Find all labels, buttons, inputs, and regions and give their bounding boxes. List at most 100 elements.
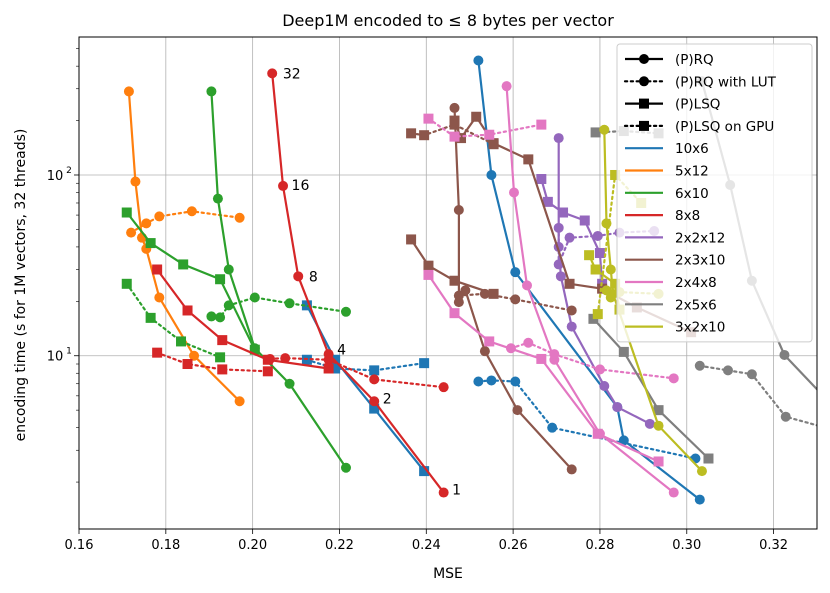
data-point: [340, 462, 351, 473]
series-line: [125, 282, 222, 359]
series-line: [271, 73, 445, 494]
data-point: [522, 280, 533, 291]
x-axis-label: MSE: [433, 566, 463, 582]
series-line: [505, 86, 675, 494]
series-6x10-circle-solid: [206, 86, 351, 473]
legend-entry: 2x3x10: [625, 253, 725, 269]
data-point: [141, 218, 152, 229]
data-point: [599, 124, 610, 135]
data-point: [501, 81, 512, 92]
plot-frame: [78, 36, 818, 530]
series-2x3x10-square-dotted: [406, 119, 499, 150]
data-point: [579, 215, 590, 226]
data-point: [644, 418, 655, 429]
series-line: [457, 292, 573, 312]
series-8x8-square-solid: [152, 264, 334, 374]
legend-entry: (P)RQ: [625, 52, 714, 68]
data-point: [696, 466, 707, 477]
data-point: [605, 292, 616, 303]
data-point: [553, 133, 564, 144]
legend-box: [616, 43, 813, 343]
data-point: [406, 234, 417, 245]
data-point: [618, 435, 629, 446]
data-point: [330, 363, 341, 374]
data-point: [564, 232, 575, 243]
y-tick-label: 10: [47, 350, 64, 365]
data-point: [419, 466, 430, 477]
series-line: [305, 304, 425, 472]
data-point: [449, 275, 460, 286]
legend-label: 2x4x8: [675, 275, 717, 291]
series-line: [130, 210, 241, 234]
legend-label: 2x5x6: [675, 297, 717, 313]
annotation-label: 16: [292, 178, 310, 194]
data-point: [508, 187, 519, 198]
data-point: [653, 420, 664, 431]
data-point: [284, 298, 295, 309]
data-point: [423, 260, 434, 271]
legend-marker: [639, 98, 649, 109]
legend: (P)RQ (P)RQ with LUT (P)LSQ (P)LSQ on GPU 10…: [616, 43, 813, 343]
data-point: [594, 364, 605, 375]
data-point: [471, 111, 482, 122]
data-point: [453, 205, 464, 216]
series-line: [125, 211, 256, 351]
x-tick-label: 0.24: [412, 538, 441, 553]
data-point: [510, 376, 521, 387]
data-point: [453, 290, 464, 301]
data-point: [549, 349, 560, 360]
legend-label: 10x6: [675, 141, 709, 157]
series-10x6-square-dotted: [301, 354, 430, 376]
data-point: [599, 381, 610, 392]
data-point: [369, 396, 380, 407]
data-point: [449, 102, 460, 113]
data-point: [821, 423, 830, 433]
annotations: 32 16 8 4 2 1: [283, 66, 461, 498]
data-point: [592, 428, 603, 439]
data-point: [182, 305, 193, 316]
data-point: [323, 363, 334, 374]
y-tick-label: 10: [47, 169, 64, 184]
data-point: [780, 411, 791, 422]
legend-label: (P)RQ: [675, 52, 714, 68]
legend-entry: 2x5x6: [625, 297, 717, 313]
data-point: [249, 292, 260, 303]
data-point: [234, 396, 245, 407]
data-point: [234, 212, 245, 223]
data-point: [154, 211, 165, 222]
data-point: [584, 250, 595, 261]
data-point: [486, 169, 497, 180]
series-6x10-square-solid: [121, 207, 260, 355]
series-2x4x8-square-solid: [423, 269, 664, 467]
legend-label: (P)LSQ: [675, 97, 720, 113]
legend-entry: 2x2x12: [625, 230, 725, 246]
x-tick-label: 0.22: [325, 538, 354, 553]
series-line: [305, 358, 426, 372]
data-point: [217, 335, 228, 346]
data-point: [126, 227, 137, 238]
legend-label: 2x3x10: [675, 253, 725, 269]
data-point: [536, 174, 547, 185]
data-point: [456, 133, 467, 144]
data-point: [779, 349, 790, 360]
series-line: [210, 91, 347, 469]
data-point: [449, 131, 460, 142]
data-point: [694, 360, 705, 371]
x-tick-label: 0.16: [65, 538, 94, 553]
series-8x8-square-dotted: [152, 347, 273, 377]
data-point: [154, 292, 165, 303]
legend-entry: (P)LSQ: [625, 97, 720, 113]
data-point: [369, 374, 380, 385]
y-tick-exponent: 2: [66, 166, 72, 176]
legend-marker: [639, 76, 649, 87]
data-point: [694, 494, 705, 505]
legend-entry: 5x12: [625, 164, 709, 180]
data-point: [605, 264, 616, 275]
data-point: [215, 352, 226, 363]
data-point: [612, 402, 623, 413]
data-point: [592, 309, 603, 320]
data-point: [547, 422, 558, 433]
series-6x10-square-dotted: [121, 278, 226, 363]
